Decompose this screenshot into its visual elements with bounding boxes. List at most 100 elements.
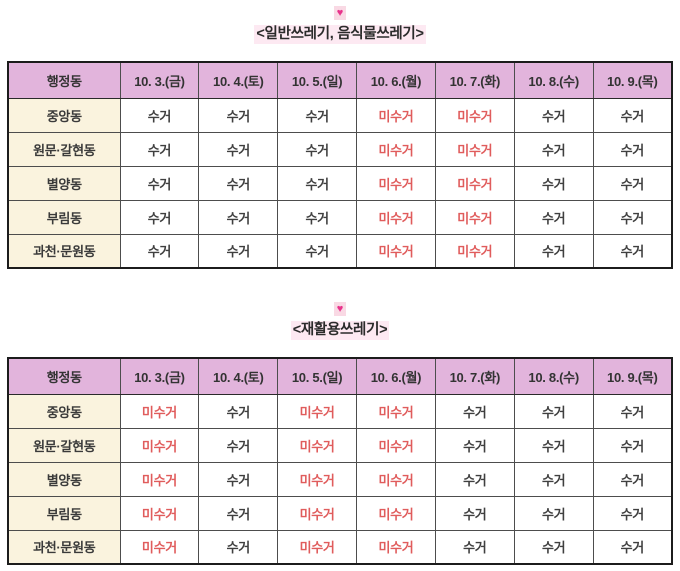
- collection-status-cell: 수거: [513, 529, 594, 565]
- collection-status-cell: 수거: [434, 529, 515, 565]
- collection-status-cell: 수거: [119, 199, 200, 235]
- collection-status-cell: 수거: [198, 427, 279, 463]
- table-row: 중앙동 미수거 수거 미수거 미수거 수거 수거 수거: [7, 393, 673, 429]
- section-title-general-food-waste: <일반쓰레기, 음식물쓰레기>: [254, 25, 426, 44]
- collection-status-cell: 수거: [592, 427, 673, 463]
- district-column-header: 행정동: [7, 357, 121, 395]
- collection-status-cell: 미수거: [277, 393, 358, 429]
- district-label: 중앙동: [7, 393, 121, 429]
- collection-status-cell: 미수거: [356, 131, 436, 167]
- collection-status-cell: 수거: [592, 233, 673, 269]
- district-label: 부림동: [7, 199, 121, 235]
- collection-status-cell: 수거: [592, 529, 673, 565]
- collection-status-cell: 수거: [592, 393, 673, 429]
- collection-status-cell: 수거: [592, 165, 673, 201]
- collection-status-cell: 미수거: [356, 427, 436, 463]
- collection-status-cell: 수거: [513, 97, 594, 133]
- date-column-header: 10. 4.(토): [198, 357, 279, 395]
- collection-status-cell: 미수거: [434, 131, 515, 167]
- date-column-header: 10. 9.(목): [592, 61, 673, 99]
- collection-status-cell: 수거: [119, 165, 200, 201]
- date-column-header: 10. 5.(일): [277, 61, 358, 99]
- district-label: 중앙동: [7, 97, 121, 133]
- collection-status-cell: 수거: [513, 233, 594, 269]
- collection-status-cell: 수거: [592, 97, 673, 133]
- collection-status-cell: 미수거: [119, 427, 200, 463]
- collection-status-cell: 미수거: [434, 199, 515, 235]
- collection-status-cell: 미수거: [356, 165, 436, 201]
- table-row: 별양동 수거 수거 수거 미수거 미수거 수거 수거: [7, 165, 673, 201]
- district-label: 별양동: [7, 165, 121, 201]
- table-row: 중앙동 수거 수거 수거 미수거 미수거 수거 수거: [7, 97, 673, 133]
- collection-status-cell: 수거: [277, 131, 358, 167]
- collection-status-cell: 수거: [592, 199, 673, 235]
- collection-status-cell: 수거: [119, 97, 200, 133]
- collection-status-cell: 수거: [198, 165, 279, 201]
- collection-status-cell: 수거: [513, 427, 594, 463]
- collection-status-cell: 미수거: [119, 495, 200, 531]
- table-row: 별양동 미수거 수거 미수거 미수거 수거 수거 수거: [7, 461, 673, 497]
- date-column-header: 10. 5.(일): [277, 357, 358, 395]
- heart-icon: ♥: [333, 302, 347, 316]
- table-row: 원문·갈현동 수거 수거 수거 미수거 미수거 수거 수거: [7, 131, 673, 167]
- date-column-header: 10. 8.(수): [513, 357, 594, 395]
- collection-status-cell: 미수거: [119, 529, 200, 565]
- collection-status-cell: 수거: [592, 461, 673, 497]
- heart-decoration: ♥: [0, 296, 680, 316]
- collection-status-cell: 미수거: [356, 495, 436, 531]
- collection-status-cell: 수거: [198, 461, 279, 497]
- collection-status-cell: 미수거: [434, 97, 515, 133]
- collection-status-cell: 미수거: [277, 495, 358, 531]
- district-label: 원문·갈현동: [7, 427, 121, 463]
- section-title-wrap: <재활용쓰레기>: [0, 321, 680, 340]
- collection-status-cell: 미수거: [356, 393, 436, 429]
- collection-status-cell: 미수거: [434, 165, 515, 201]
- collection-status-cell: 미수거: [356, 199, 436, 235]
- collection-status-cell: 미수거: [119, 393, 200, 429]
- table-row: 과천·문원동 미수거 수거 미수거 미수거 수거 수거 수거: [7, 529, 673, 565]
- section-title-recyclable-waste: <재활용쓰레기>: [290, 321, 390, 340]
- table-row: 과천·문원동 수거 수거 수거 미수거 미수거 수거 수거: [7, 233, 673, 269]
- collection-status-cell: 미수거: [356, 233, 436, 269]
- collection-status-cell: 미수거: [356, 529, 436, 565]
- collection-status-cell: 수거: [277, 233, 358, 269]
- recyclable-waste-schedule-table: 행정동 10. 3.(금) 10. 4.(토) 10. 5.(일) 10. 6.(월) 1…: [7, 357, 673, 565]
- collection-status-cell: 미수거: [356, 97, 436, 133]
- section-title-wrap: <일반쓰레기, 음식물쓰레기>: [0, 25, 680, 44]
- collection-status-cell: 수거: [198, 495, 279, 531]
- collection-status-cell: 수거: [198, 199, 279, 235]
- date-column-header: 10. 7.(화): [434, 61, 515, 99]
- date-column-header: 10. 3.(금): [119, 61, 200, 99]
- collection-status-cell: 미수거: [277, 529, 358, 565]
- collection-status-cell: 미수거: [356, 461, 436, 497]
- collection-status-cell: 수거: [277, 199, 358, 235]
- date-column-header: 10. 4.(토): [198, 61, 279, 99]
- collection-status-cell: 수거: [277, 165, 358, 201]
- collection-status-cell: 수거: [513, 165, 594, 201]
- table-row: 부림동 미수거 수거 미수거 미수거 수거 수거 수거: [7, 495, 673, 531]
- date-column-header: 10. 3.(금): [119, 357, 200, 395]
- district-label: 별양동: [7, 461, 121, 497]
- collection-status-cell: 수거: [513, 393, 594, 429]
- collection-status-cell: 수거: [198, 529, 279, 565]
- district-label: 과천·문원동: [7, 529, 121, 565]
- collection-status-cell: 수거: [513, 495, 594, 531]
- collection-status-cell: 수거: [434, 495, 515, 531]
- date-column-header: 10. 9.(목): [592, 357, 673, 395]
- collection-status-cell: 수거: [434, 393, 515, 429]
- district-label: 과천·문원동: [7, 233, 121, 269]
- collection-status-cell: 수거: [592, 495, 673, 531]
- collection-status-cell: 수거: [592, 131, 673, 167]
- collection-status-cell: 미수거: [434, 233, 515, 269]
- collection-status-cell: 수거: [119, 131, 200, 167]
- collection-status-cell: 수거: [513, 131, 594, 167]
- collection-status-cell: 수거: [198, 233, 279, 269]
- heart-decoration: ♥: [0, 0, 680, 20]
- collection-status-cell: 수거: [119, 233, 200, 269]
- date-column-header: 10. 7.(화): [434, 357, 515, 395]
- district-label: 원문·갈현동: [7, 131, 121, 167]
- collection-status-cell: 수거: [434, 461, 515, 497]
- section-recyclable-waste: ♥ <재활용쓰레기> 행정동 10. 3.(금) 10. 4.(토) 10. 5.(일…: [0, 296, 680, 565]
- collection-status-cell: 미수거: [119, 461, 200, 497]
